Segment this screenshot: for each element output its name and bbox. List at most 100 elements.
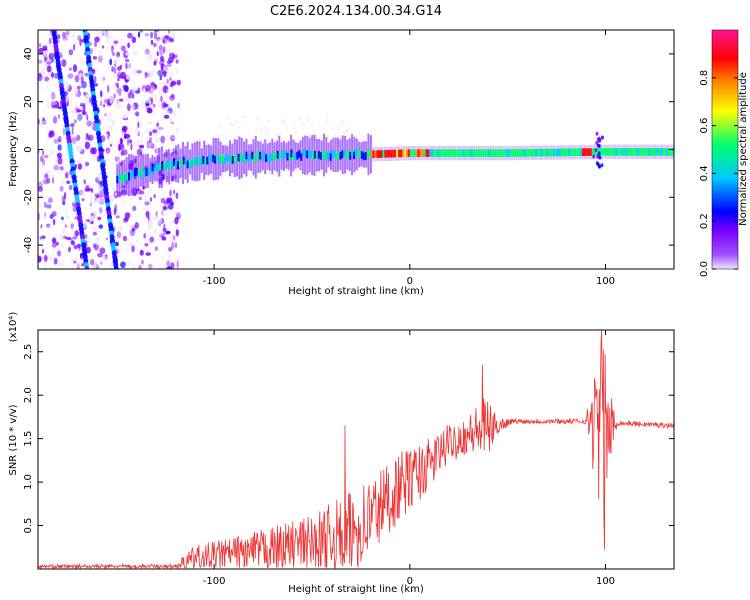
band-core: [235, 156, 238, 164]
noise-speckle: [96, 262, 99, 267]
band-core: [533, 149, 536, 157]
band-core: [488, 149, 491, 157]
y-tick-label: 40: [23, 48, 34, 61]
noise-speckle: [76, 134, 81, 141]
noise-speckle: [116, 83, 119, 89]
band-core: [636, 148, 639, 156]
noise-speckle: [148, 187, 153, 192]
band-core: [407, 149, 410, 157]
noise-speckle: [111, 119, 116, 127]
noise-speckle: [123, 217, 129, 222]
noise-speckle: [40, 68, 47, 76]
band-core: [186, 160, 189, 169]
noise-speckle: [64, 224, 68, 228]
noise-speckle: [157, 99, 161, 108]
band-core: [161, 161, 164, 169]
noise-speckle: [124, 212, 131, 219]
noise-speckle: [242, 115, 246, 120]
noise-speckle: [230, 123, 234, 128]
noise-speckle: [96, 235, 101, 243]
noise-speckle: [38, 118, 41, 125]
band-core: [145, 168, 148, 177]
noise-speckle: [75, 105, 79, 110]
noise-speckle: [99, 118, 102, 125]
noise-speckle: [108, 136, 112, 143]
noise-speckle: [113, 40, 119, 44]
noise-speckle: [158, 44, 163, 52]
noise-speckle: [137, 121, 140, 129]
noise-speckle: [99, 247, 106, 254]
noise-speckle: [158, 265, 161, 269]
band-core: [292, 153, 295, 161]
band-core: [231, 156, 234, 164]
noise-speckle: [51, 57, 54, 63]
noise-speckle: [51, 211, 57, 217]
band-core: [630, 148, 633, 156]
band-core: [347, 150, 350, 158]
band-core: [511, 149, 514, 157]
noise-speckle: [143, 90, 147, 98]
noise-speckle: [48, 37, 52, 45]
noise-speckle: [53, 257, 58, 265]
noise-speckle: [108, 124, 113, 130]
noise-speckle: [152, 227, 158, 236]
noise-speckle: [116, 212, 121, 219]
noise-speckle: [67, 73, 74, 79]
band-core: [554, 148, 557, 157]
band-core: [666, 148, 669, 156]
noise-speckle: [38, 64, 42, 70]
noise-speckle: [57, 106, 63, 110]
noise-speckle: [339, 121, 343, 126]
band-core: [664, 148, 667, 156]
band-core: [126, 172, 129, 181]
band-core: [358, 150, 361, 159]
noise-speckle: [46, 241, 50, 246]
band-core: [194, 157, 197, 165]
noise-speckle: [159, 51, 163, 56]
noise-speckle: [150, 31, 154, 39]
noise-speckle: [155, 137, 162, 144]
band-core: [180, 160, 183, 168]
snr-xlabel: Height of straight line (km): [288, 584, 424, 595]
band-core: [362, 152, 365, 161]
band-core: [357, 148, 359, 157]
band-core: [268, 153, 271, 162]
band-core: [153, 167, 156, 175]
spectrogram-axes: -100 0 100 -40 -20 0 20 40: [23, 30, 674, 287]
streak-mark: [84, 266, 90, 269]
band-core: [537, 148, 539, 157]
x-tick-label: 0: [407, 576, 413, 587]
noise-speckle: [85, 133, 89, 138]
noise-speckle: [39, 156, 44, 162]
noise-speckle: [86, 246, 91, 254]
noise-speckle: [153, 217, 157, 221]
band-core: [149, 166, 152, 174]
noise-speckle: [134, 90, 141, 94]
noise-speckle: [104, 254, 108, 260]
band-core: [623, 148, 626, 156]
noise-speckle: [158, 40, 161, 47]
y-tick-label: 0.5: [23, 518, 34, 534]
noise-speckle: [131, 93, 135, 99]
noise-speckle: [161, 59, 166, 63]
band-core: [306, 150, 309, 159]
noise-speckle: [117, 78, 120, 82]
band-core: [668, 148, 671, 156]
y-tick-label: 0: [23, 146, 34, 152]
band-core: [603, 148, 606, 156]
noise-speckle: [76, 109, 82, 113]
band-core: [521, 149, 524, 157]
band-core: [368, 149, 371, 158]
noise-speckle: [53, 164, 60, 171]
noise-speckle: [51, 92, 56, 100]
noise-speckle: [94, 75, 97, 84]
noise-speckle: [72, 205, 77, 213]
noise-speckle: [143, 88, 146, 94]
band-core: [580, 148, 583, 156]
noise-speckle: [59, 166, 64, 171]
noise-speckle: [44, 173, 49, 179]
noise-speckle: [112, 186, 116, 191]
x-tick-label: -100: [203, 276, 226, 287]
noise-speckle: [38, 41, 41, 49]
noise-speckle: [48, 149, 54, 156]
